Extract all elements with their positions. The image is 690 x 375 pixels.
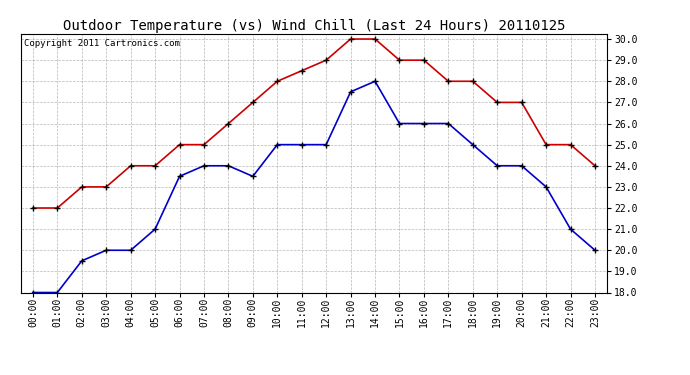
Title: Outdoor Temperature (vs) Wind Chill (Last 24 Hours) 20110125: Outdoor Temperature (vs) Wind Chill (Las…	[63, 19, 565, 33]
Text: Copyright 2011 Cartronics.com: Copyright 2011 Cartronics.com	[23, 39, 179, 48]
